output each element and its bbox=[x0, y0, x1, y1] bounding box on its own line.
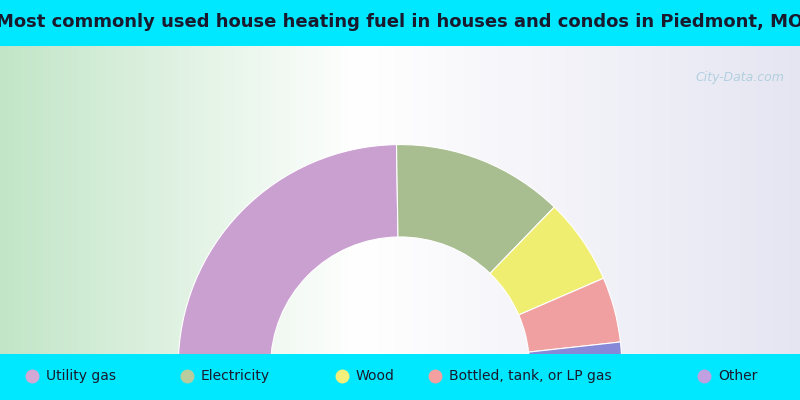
Wedge shape bbox=[397, 144, 554, 274]
Wedge shape bbox=[518, 278, 621, 352]
Wedge shape bbox=[529, 342, 622, 366]
Text: City-Data.com: City-Data.com bbox=[696, 71, 785, 84]
Text: Utility gas: Utility gas bbox=[46, 369, 116, 383]
Wedge shape bbox=[178, 144, 398, 366]
Text: Other: Other bbox=[718, 369, 758, 383]
Text: Electricity: Electricity bbox=[201, 369, 270, 383]
Text: Wood: Wood bbox=[356, 369, 394, 383]
Text: Most commonly used house heating fuel in houses and condos in Piedmont, MO: Most commonly used house heating fuel in… bbox=[0, 13, 800, 31]
Wedge shape bbox=[490, 207, 603, 315]
Text: Bottled, tank, or LP gas: Bottled, tank, or LP gas bbox=[449, 369, 611, 383]
